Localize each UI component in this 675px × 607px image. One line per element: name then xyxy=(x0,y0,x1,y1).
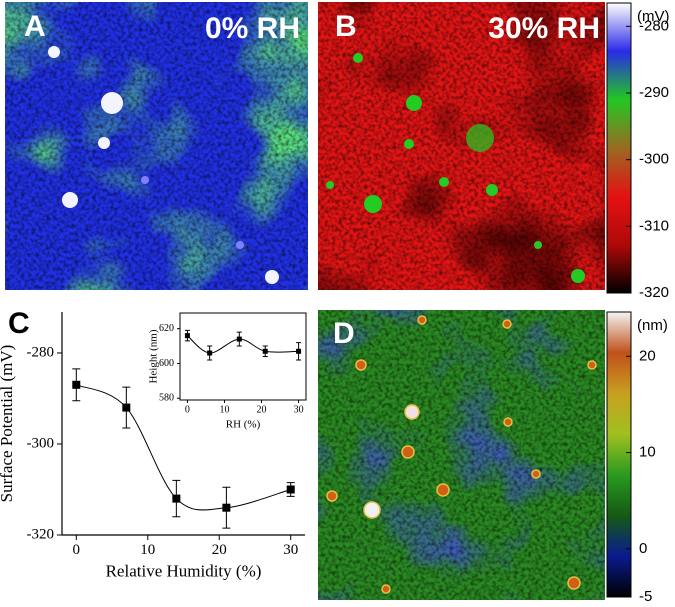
y-tick-label: 580 xyxy=(159,393,174,404)
panel-letter: A xyxy=(24,10,46,43)
panel-a: A 0% RH xyxy=(5,2,308,290)
map-spots xyxy=(326,53,585,283)
y-axis-title: Height (nm) xyxy=(148,329,160,383)
x-tick-label: 30 xyxy=(294,404,304,415)
panel-letter: B xyxy=(335,10,357,43)
colorbar-tick-label: 20 xyxy=(639,347,656,364)
y-tick-label: -280 xyxy=(27,344,55,360)
panel-b: B 30% RH xyxy=(318,2,605,290)
data-point xyxy=(296,348,302,354)
data-point xyxy=(122,403,131,412)
colorbar-tick-label: 0 xyxy=(639,540,647,557)
data-point xyxy=(262,348,268,354)
colorbar-tick-label: -5 xyxy=(639,588,652,605)
data-point xyxy=(72,380,81,389)
x-tick-label: 30 xyxy=(283,542,298,558)
y-tick-label: -320 xyxy=(27,526,55,542)
y-tick-label: 620 xyxy=(159,323,174,334)
x-axis-title: RH (%) xyxy=(226,419,261,431)
x-tick-label: 10 xyxy=(219,404,229,415)
map-grain xyxy=(5,2,308,290)
colorbar-tick-label: -290 xyxy=(639,84,669,101)
panel-label: 0% RH xyxy=(205,12,300,45)
inset-frame xyxy=(179,312,307,401)
data-point xyxy=(207,350,213,356)
x-axis-title: Relative Humidity (%) xyxy=(106,561,262,580)
panel-label: 30% RH xyxy=(488,12,600,45)
colorbar-tick-label: -310 xyxy=(639,217,669,234)
panel-letter: D xyxy=(333,317,355,350)
x-tick-label: 20 xyxy=(257,404,267,415)
x-tick-label: 0 xyxy=(73,542,81,558)
y-tick-label: 600 xyxy=(159,358,174,369)
colorbar-unit: (mV) xyxy=(637,8,670,25)
y-axis-title: Surface Potential (mV) xyxy=(0,345,16,503)
colorbar-tick-label: -280 xyxy=(639,17,669,34)
x-tick-label: 20 xyxy=(212,542,227,558)
panel-d: D xyxy=(318,310,605,600)
colorbar xyxy=(606,311,632,598)
map-spots xyxy=(326,315,597,594)
colorbar-tick-label: -320 xyxy=(639,284,669,301)
map-spots xyxy=(48,46,279,284)
x-tick-label: 0 xyxy=(185,404,190,415)
colorbar xyxy=(606,2,632,294)
panel-letter: C xyxy=(8,307,30,340)
data-point xyxy=(184,333,190,339)
data-point xyxy=(222,503,231,512)
y-tick-label: -300 xyxy=(27,435,55,451)
colorbar-tick-label: -300 xyxy=(639,151,669,168)
data-point xyxy=(286,485,295,494)
data-point xyxy=(236,336,242,342)
colorbar-unit: (nm) xyxy=(637,317,668,334)
data-point xyxy=(172,494,181,503)
map-grain xyxy=(318,2,605,290)
map-grain xyxy=(318,310,605,600)
x-tick-label: 10 xyxy=(140,542,155,558)
colorbar-tick-label: 10 xyxy=(639,444,656,461)
